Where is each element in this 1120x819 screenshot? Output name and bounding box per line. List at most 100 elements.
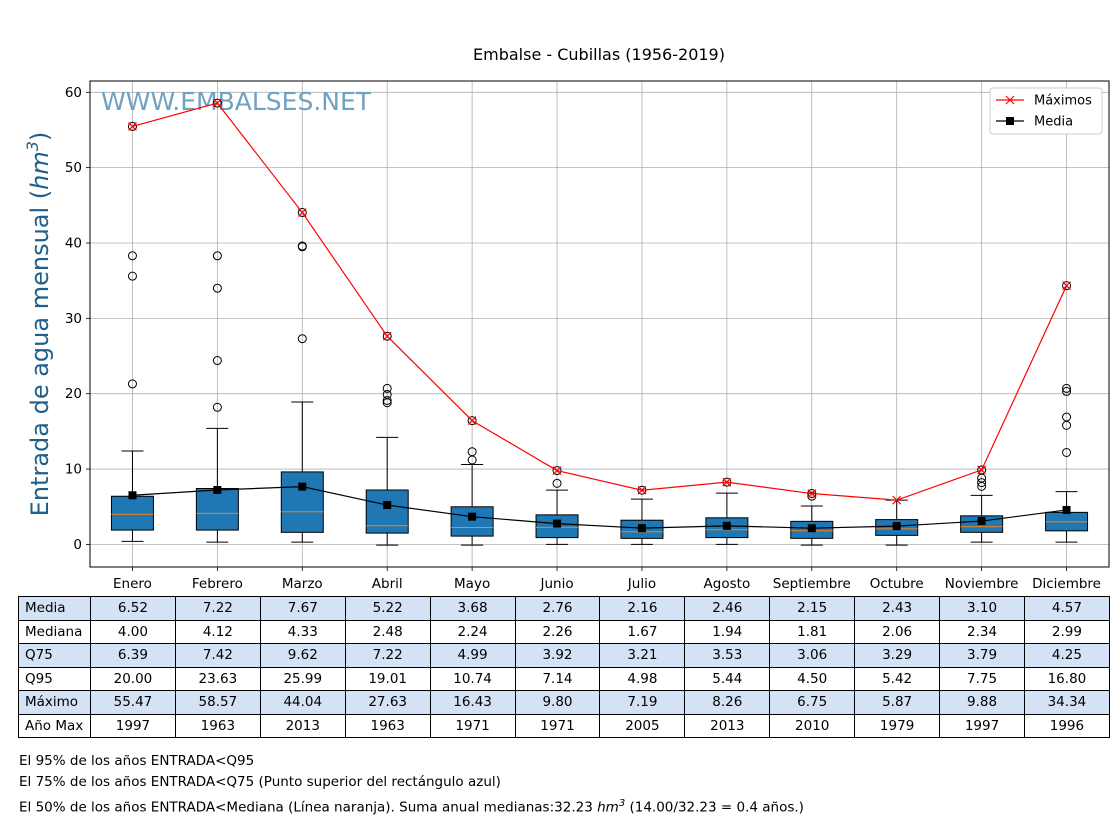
outlier-point bbox=[1062, 412, 1072, 422]
maximos-marker bbox=[212, 98, 222, 108]
legend-media-label: Media bbox=[1034, 115, 1073, 130]
table-cell: 2.15 bbox=[769, 596, 856, 621]
table-cell: 7.42 bbox=[174, 643, 261, 668]
y-axis-label-unit-exp: 3 bbox=[23, 141, 42, 151]
outlier-point bbox=[382, 383, 392, 393]
table-cell: 2013 bbox=[259, 713, 346, 738]
x-axis: Enero Febrero Marzo Abril Mayo Junio Julio Agos… bbox=[113, 567, 1101, 592]
outlier-point bbox=[382, 395, 392, 405]
y-tick-label: 40 bbox=[65, 236, 82, 252]
outlier-point bbox=[382, 331, 392, 341]
table-cell: 2010 bbox=[769, 713, 856, 738]
table-cell: 2.34 bbox=[939, 619, 1025, 644]
y-tick-label: 60 bbox=[65, 85, 82, 101]
table-cell: 1.94 bbox=[684, 619, 771, 644]
series-lines bbox=[128, 98, 1071, 533]
table-cell: 55.47 bbox=[90, 690, 176, 715]
box-iqr bbox=[365, 489, 409, 534]
outlier-point bbox=[1062, 386, 1072, 396]
table-cell: 16.80 bbox=[1023, 666, 1110, 691]
table-cell: 1979 bbox=[854, 713, 941, 738]
table-cell: 19.01 bbox=[344, 666, 431, 691]
table-cell: 4.50 bbox=[769, 666, 856, 691]
table-cell: 1.67 bbox=[599, 619, 686, 644]
outlier-point bbox=[212, 251, 222, 261]
table-row: Q95 20.00 23.63 25.99 19.01 10.74 7.14 4.98 5.44… bbox=[18, 666, 1110, 691]
media-marker bbox=[298, 482, 307, 491]
y-tick-label: 20 bbox=[65, 386, 82, 402]
boxplots bbox=[110, 98, 1089, 546]
y-axis: 0 10 20 30 40 50 60 bbox=[65, 85, 90, 553]
table-cell: 2.06 bbox=[854, 619, 941, 644]
table-cell: 3.92 bbox=[514, 643, 601, 668]
table-cell: 2005 bbox=[599, 713, 686, 738]
table-row-label: Mediana bbox=[18, 619, 91, 644]
x-tick-label: Julio bbox=[627, 576, 656, 592]
table-cell: 1996 bbox=[1023, 713, 1110, 738]
maximos-marker bbox=[297, 208, 307, 217]
y-axis-label-unit: hm bbox=[26, 151, 54, 190]
media-marker bbox=[722, 521, 731, 530]
note-median-text: El 50% de los años ENTRADA<Mediana (Líne… bbox=[19, 799, 598, 816]
maximos-marker bbox=[467, 416, 477, 426]
table-cell: 3.79 bbox=[939, 643, 1025, 668]
box-iqr bbox=[110, 495, 154, 531]
table-cell: 7.14 bbox=[514, 666, 601, 691]
table-row-label: Media bbox=[18, 596, 91, 621]
media-marker bbox=[637, 524, 646, 533]
legend-maximos-marker bbox=[1005, 95, 1015, 105]
outlier-point bbox=[297, 334, 307, 344]
y-tick-label: 30 bbox=[65, 311, 82, 327]
plot-frame bbox=[89, 80, 1110, 568]
y-tick-label: 10 bbox=[65, 462, 82, 478]
table-cell: 5.22 bbox=[344, 596, 431, 621]
table-cell: 6.75 bbox=[769, 690, 856, 715]
table-row-label: Q95 bbox=[18, 666, 91, 691]
table-cell: 4.25 bbox=[1023, 643, 1110, 668]
table-cell: 7.19 bbox=[599, 690, 686, 715]
table-cell: 2.99 bbox=[1023, 619, 1110, 644]
table-cell: 58.57 bbox=[174, 690, 261, 715]
box-iqr bbox=[280, 471, 324, 533]
x-tick-label: Agosto bbox=[704, 576, 751, 592]
table-cell: 4.99 bbox=[429, 643, 516, 668]
x-tick-label: Noviembre bbox=[945, 576, 1019, 592]
outlier-point bbox=[212, 98, 222, 108]
table-cell: 1997 bbox=[939, 713, 1025, 738]
grid bbox=[90, 81, 1109, 567]
media-line bbox=[132, 486, 1067, 529]
table-cell: 7.75 bbox=[939, 666, 1025, 691]
legend-maximos-label: Máximos bbox=[1034, 94, 1092, 109]
table-cell: 3.29 bbox=[854, 643, 941, 668]
table-cell: 7.67 bbox=[259, 596, 346, 621]
table-cell: 2013 bbox=[684, 713, 771, 738]
outlier-point bbox=[127, 251, 137, 261]
table-cell: 4.98 bbox=[599, 666, 686, 691]
table-cell: 3.21 bbox=[599, 643, 686, 668]
table-cell: 3.10 bbox=[939, 596, 1025, 621]
table-cell: 9.62 bbox=[259, 643, 346, 668]
table-cell: 27.63 bbox=[344, 690, 431, 715]
outlier-point bbox=[212, 402, 222, 412]
maximos-marker bbox=[977, 465, 987, 475]
media-marker bbox=[553, 519, 562, 528]
chart: Embalse - Cubillas (1956-2019) WWW.EMBAL… bbox=[23, 45, 1110, 592]
maximos-marker bbox=[637, 485, 647, 495]
note-q75: El 75% de los años ENTRADA<Q75 (Punto su… bbox=[19, 774, 501, 790]
table-cell: 1971 bbox=[429, 713, 516, 738]
table-cell: 23.63 bbox=[174, 666, 261, 691]
table-cell: 5.42 bbox=[854, 666, 941, 691]
maximos-marker bbox=[382, 331, 392, 341]
media-marker bbox=[128, 491, 137, 500]
table-cell: 10.74 bbox=[429, 666, 516, 691]
note-q95: El 95% de los años ENTRADA<Q95 bbox=[19, 753, 255, 769]
stats-table: Media 6.52 7.22 7.67 5.22 3.68 2.76 2.16 2.46 2.1… bbox=[18, 596, 1110, 738]
table-cell: 9.80 bbox=[514, 690, 601, 715]
outlier-point bbox=[467, 447, 477, 457]
table-cell: 44.04 bbox=[259, 690, 346, 715]
table-cell: 4.33 bbox=[259, 619, 346, 644]
outlier-point bbox=[1062, 447, 1072, 457]
note-median: El 50% de los años ENTRADA<Mediana (Líne… bbox=[19, 793, 804, 819]
outlier-point bbox=[1062, 383, 1072, 393]
table-cell: 1963 bbox=[344, 713, 431, 738]
